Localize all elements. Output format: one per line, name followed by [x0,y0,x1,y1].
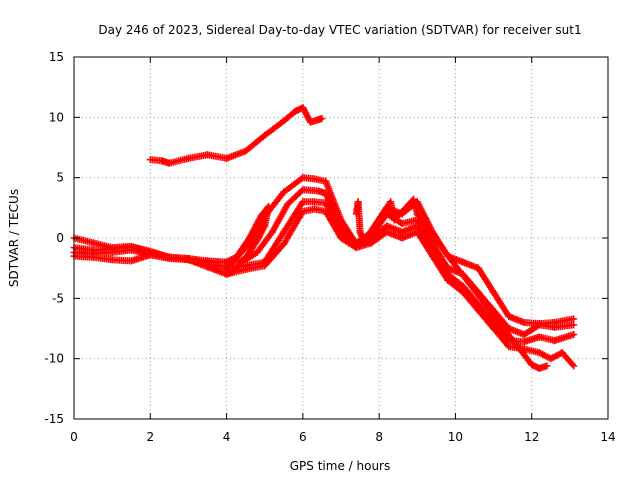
plus-marker [543,362,551,370]
x-tick-label: 4 [223,430,231,444]
x-tick-label: 12 [524,430,539,444]
series-track-e [223,203,273,278]
plus-marker [570,362,578,370]
axis-ticks: 0 2 4 6 8 10 12 14 -15 -10 -5 0 5 10 15 [44,50,615,444]
x-tick-label: 8 [375,430,383,444]
y-tick-label: 5 [56,171,64,185]
x-tick-label: 10 [448,430,463,444]
y-tick-label: -10 [44,352,64,366]
plus-marker [570,315,578,323]
y-tick-label: 10 [49,110,64,124]
y-tick-label: -15 [44,412,64,426]
x-tick-label: 2 [146,430,154,444]
grid-lines [74,57,608,419]
plus-marker [570,321,578,329]
data-layer [70,104,578,372]
plus-marker [297,187,305,195]
series-spikes [352,195,551,372]
y-axis-label: SDTVAR / TECUs [7,189,21,287]
x-tick-label: 14 [600,430,615,444]
plus-marker [318,115,326,123]
plus-marker [570,331,578,339]
y-tick-label: 0 [56,231,64,245]
series-track-high [146,104,326,167]
x-tick-label: 6 [299,430,307,444]
chart-title: Day 246 of 2023, Sidereal Day-to-day VTE… [98,23,581,37]
series-track-d [70,205,578,370]
y-tick-label: -5 [52,291,64,305]
x-tick-label: 0 [70,430,78,444]
y-tick-label: 15 [49,50,64,64]
x-axis-label: GPS time / hours [290,459,391,473]
plus-marker [223,270,231,278]
plus-marker [568,360,576,368]
